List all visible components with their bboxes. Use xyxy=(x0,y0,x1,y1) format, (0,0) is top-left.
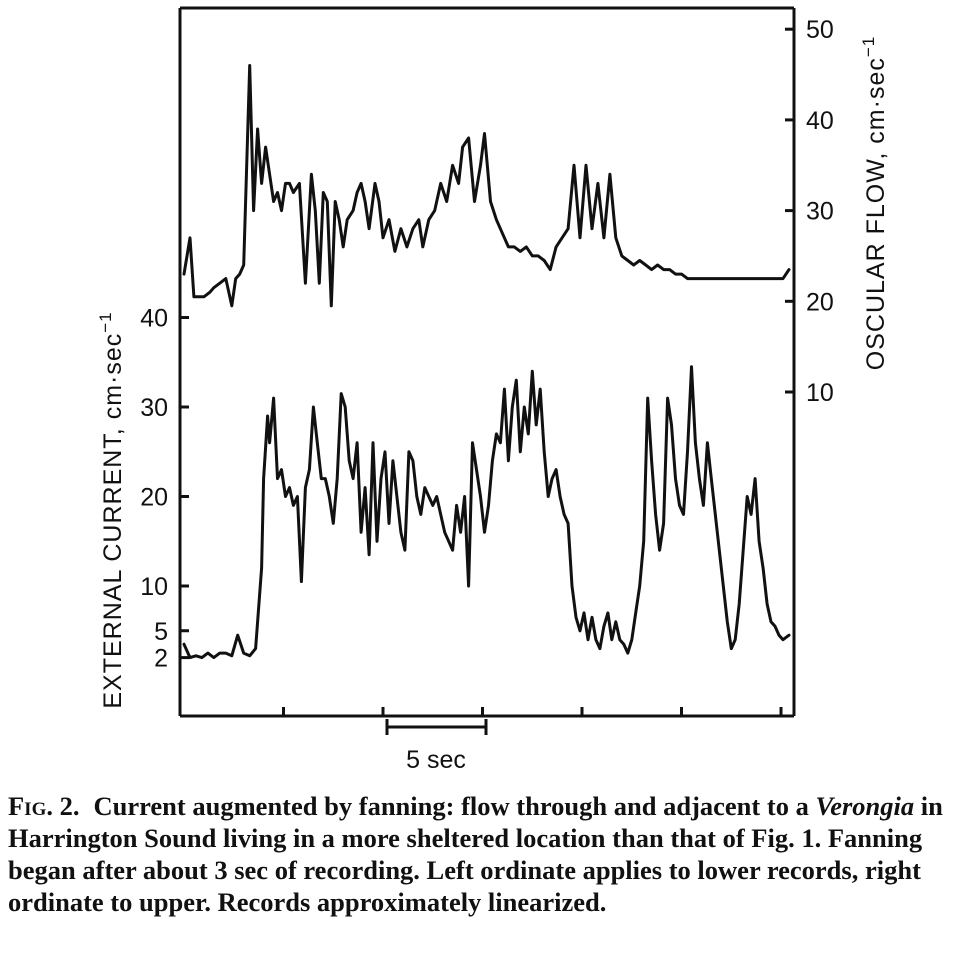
left-tick-label: 2 xyxy=(154,645,168,673)
right-tick-label: 20 xyxy=(806,288,834,316)
caption-text-after: in Harrington Sound living in a more she… xyxy=(8,791,943,917)
right-tick-label: 40 xyxy=(806,107,834,135)
right-tick-label: 30 xyxy=(806,198,834,226)
left-tick-label: 5 xyxy=(154,618,168,646)
left-tick-label: 20 xyxy=(140,484,168,512)
left-tick-label: 30 xyxy=(140,394,168,422)
left-tick-label: 10 xyxy=(140,573,168,601)
caption-text-before: Current augmented by fanning: flow throu… xyxy=(93,791,816,821)
oscular-flow-trace xyxy=(182,64,791,308)
bottom-axis-ticks xyxy=(282,707,783,716)
left-tick-label: 40 xyxy=(140,305,168,333)
external-current-trace xyxy=(182,365,791,660)
right-tick-label: 50 xyxy=(806,16,834,44)
time-scale-label: 5 sec xyxy=(406,746,466,774)
left-axis-title: EXTERNAL CURRENT, cm·sec−1 xyxy=(96,311,127,708)
figure-chart: 25 10 20 30 40 10 20 30 40 50 5 sec EXTERNAL CUR… xyxy=(96,6,890,774)
caption-figure-label: Fig. 2. xyxy=(8,791,80,821)
caption-taxon: Verongia xyxy=(815,791,915,821)
left-axis-ticks: 25 10 20 30 40 xyxy=(140,305,189,673)
figure-caption: Fig. 2. Current augmented by fanning: flo… xyxy=(8,790,970,918)
right-tick-label: 10 xyxy=(806,379,834,407)
time-scale-bar xyxy=(385,719,488,735)
right-axis-ticks: 10 20 30 40 50 xyxy=(785,16,834,407)
right-axis-title: OSCULAR FLOW, cm·sec−1 xyxy=(859,36,890,370)
